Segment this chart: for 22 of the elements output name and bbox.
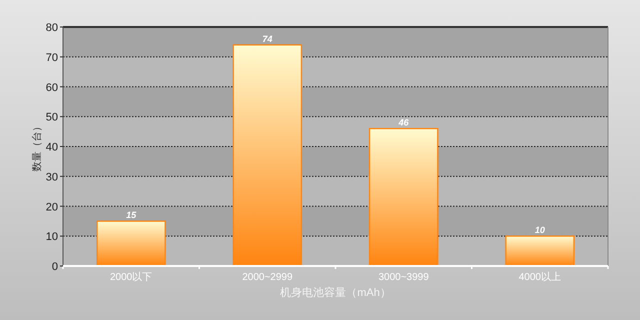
y-tick-label: 60 — [46, 82, 58, 94]
bar — [232, 44, 302, 267]
y-tick-label: 0 — [52, 261, 58, 273]
y-axis-title: 数量（台） — [31, 122, 43, 172]
data-label: 74 — [262, 34, 272, 44]
y-tick-label: 50 — [46, 112, 58, 124]
y-tick-label: 70 — [46, 52, 58, 64]
data-label: 15 — [126, 210, 138, 220]
y-tick-label: 40 — [46, 142, 58, 154]
x-tick-label: 3000~3999 — [378, 272, 430, 283]
x-tick-label: 4000以上 — [518, 271, 561, 283]
y-tick-label: 80 — [46, 22, 58, 34]
x-tick-label: 2000~2999 — [242, 272, 293, 283]
bar — [368, 128, 438, 267]
data-label: 10 — [534, 225, 545, 236]
bar — [96, 220, 166, 267]
y-tick-label: 20 — [46, 201, 58, 214]
x-tick-label: 2000以下 — [110, 271, 152, 283]
y-tick-label: 30 — [46, 171, 58, 184]
bar — [505, 236, 575, 267]
y-tick-label: 10 — [46, 231, 58, 244]
data-label: 46 — [398, 118, 410, 128]
